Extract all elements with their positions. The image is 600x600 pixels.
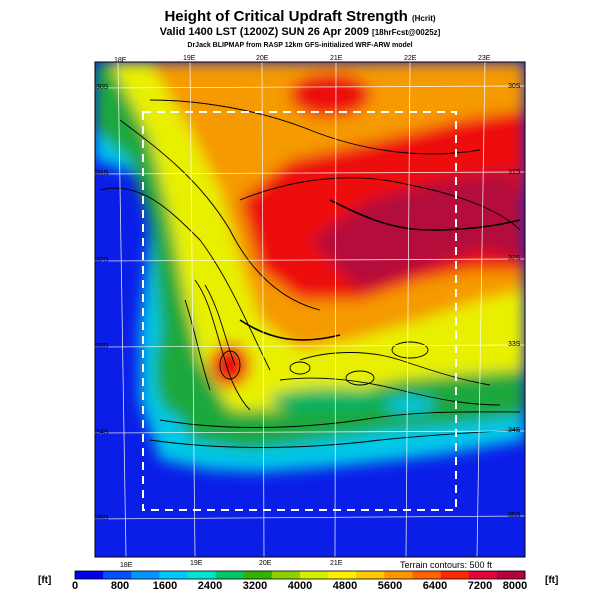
lon-label-top-22e: 22E (404, 55, 417, 62)
legend-tick-0: 0 (71, 580, 79, 592)
lon-label-top-20e: 20E (256, 55, 269, 62)
terrain-contour-note: Terrain contours: 500 ft (400, 560, 493, 570)
lon-label-bottom-21e: 21E (330, 560, 343, 567)
legend-tick-8000: 8000 (502, 580, 528, 592)
inner-domain-boundary (142, 111, 457, 511)
legend-color-cell (131, 571, 160, 579)
lat-label-right-31s: 31S (508, 169, 521, 176)
legend-color-cell (159, 571, 188, 579)
legend-tick-4000: 4000 (287, 580, 313, 592)
lake-cyan-pocket (385, 397, 435, 413)
lon-label-bottom-18e: 18E (120, 562, 133, 569)
legend-color-cell (384, 571, 413, 579)
legend-color-cell (412, 571, 442, 579)
hcrit-field (95, 62, 525, 557)
lat-label-right-35s: 35S (508, 512, 521, 519)
legend-color-cell (243, 571, 273, 579)
lat-label-left-33s: 33S (96, 343, 109, 350)
legend-tick-7200: 7200 (467, 580, 493, 592)
legend-tick-6400: 6400 (422, 580, 448, 592)
lat-label-right-30s: 30S (508, 83, 521, 90)
lat-label-left-32s: 32S (96, 257, 109, 264)
lat-label-left-34s: 34S (96, 429, 109, 436)
legend-tick-2400: 2400 (197, 580, 223, 592)
legend-color-cell (215, 571, 245, 579)
legend-unit-right: [ft] (545, 575, 559, 586)
lon-label-bottom-19e: 19E (190, 560, 203, 567)
mountain-red-spot (210, 343, 250, 387)
lat-label-left-31s: 31S (96, 170, 109, 177)
model-credit: DrJack BLIPMAP from RASP 12km GFS-initia… (187, 42, 413, 49)
lat-lon-grid (95, 62, 525, 557)
valid-time-subtitle: Valid 1400 LST (1200Z) SUN 26 Apr 2009 [… (159, 26, 441, 38)
legend-tick-4800: 4800 (332, 580, 358, 592)
legend-color-cell (300, 571, 329, 579)
north-red-patch (290, 73, 370, 117)
terrain-contours (99, 99, 521, 448)
west-green-pocket (155, 325, 195, 415)
lat-label-left-35s: 35S (96, 515, 109, 522)
legend-unit-left: [ft] (38, 575, 52, 586)
legend-tick-3200: 3200 (242, 580, 268, 592)
south-green-pocket (270, 388, 390, 412)
chart-title: Height of Critical Updraft Strength (Hcr… (164, 8, 436, 25)
legend-tick-800: 800 (110, 580, 130, 592)
lon-label-top-23e: 23E (478, 55, 491, 62)
lon-label-bottom-20e: 20E (259, 560, 272, 567)
lon-label-top-19e: 19E (183, 55, 196, 62)
legend-color-cell (328, 571, 357, 579)
legend-color-cell (75, 571, 104, 579)
lat-label-right-34s: 34S (508, 427, 521, 434)
lat-label-right-32s: 32S (508, 255, 521, 262)
color-legend-bar (74, 570, 526, 580)
legend-color-cell (187, 571, 217, 579)
legend-color-cell (271, 571, 301, 579)
legend-color-cell (496, 571, 526, 579)
map-frame (94, 61, 526, 558)
legend-color-cell (468, 571, 498, 579)
legend-color-cell (356, 571, 385, 579)
lon-label-top-18e: 18E (114, 57, 127, 64)
legend-color-cell (440, 571, 470, 579)
legend-tick-5600: 5600 (377, 580, 403, 592)
legend-tick-1600: 1600 (152, 580, 178, 592)
lon-label-top-21e: 21E (330, 55, 343, 62)
lat-label-left-30s: 30S (96, 84, 109, 91)
legend-color-cell (103, 571, 132, 579)
lat-label-right-33s: 33S (508, 341, 521, 348)
